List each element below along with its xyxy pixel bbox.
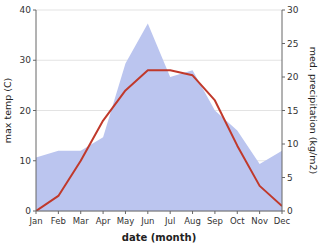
y2-tick xyxy=(282,110,285,111)
chart-container: 0 10 20 30 40 0 5 10 15 20 25 30 Jan Feb Mar Apr May Jun J… xyxy=(0,0,318,247)
y2-tick xyxy=(282,144,285,145)
y2-tick-label: 30 xyxy=(287,5,299,15)
x-tick-label: Jan xyxy=(28,216,42,226)
x-tick-label: Jun xyxy=(140,216,154,226)
x-tick xyxy=(259,211,260,214)
x-tick xyxy=(237,211,238,214)
y-tick xyxy=(33,160,36,161)
x-tick-label: Aug xyxy=(184,216,201,226)
plot-area xyxy=(36,23,282,211)
grid xyxy=(36,10,282,211)
chart-svg: 0 10 20 30 40 0 5 10 15 20 25 30 Jan Feb Mar Apr May Jun J… xyxy=(0,0,318,247)
x-tick xyxy=(103,211,104,214)
y2-tick-label: 15 xyxy=(287,106,298,116)
y-tick xyxy=(33,110,36,111)
y2-tick-label: 5 xyxy=(287,173,293,183)
x-axis-line xyxy=(36,211,282,212)
grid-line xyxy=(36,10,282,11)
temperature-line xyxy=(36,70,282,211)
x-tick xyxy=(214,211,215,214)
x-tick xyxy=(147,211,148,214)
grid-line xyxy=(36,211,282,212)
x-tick-label: Dec xyxy=(274,216,291,226)
y2-tick-label: 25 xyxy=(287,39,298,49)
y-axis-label: max temp (C) xyxy=(2,78,13,144)
y2-tick-label: 20 xyxy=(287,72,299,82)
x-tick xyxy=(36,211,37,214)
x-tick-label: Jul xyxy=(164,216,175,226)
axes: 0 10 20 30 40 0 5 10 15 20 25 30 Jan Feb Mar Apr May Jun J… xyxy=(20,5,299,226)
y-tick-label: 40 xyxy=(20,5,32,15)
x-tick-label: Feb xyxy=(51,216,66,226)
x-tick-label: May xyxy=(117,216,135,226)
x-tick xyxy=(125,211,126,214)
x-axis-label: date (month) xyxy=(122,232,196,243)
x-tick-label: Nov xyxy=(251,216,268,226)
y2-tick xyxy=(282,10,285,11)
y-tick-label: 10 xyxy=(20,156,32,166)
y2-tick xyxy=(282,43,285,44)
y-tick-label: 0 xyxy=(25,206,31,216)
y2-tick-label: 0 xyxy=(287,206,293,216)
precipitation-area xyxy=(36,23,282,211)
y-tick xyxy=(33,10,36,11)
y-tick-label: 20 xyxy=(20,106,32,116)
x-tick-label: Mar xyxy=(73,216,90,226)
x-tick xyxy=(80,211,81,214)
y2-tick-label: 10 xyxy=(287,139,299,149)
x-tick-label: Oct xyxy=(230,216,245,226)
y2-axis-label: med. precipitation (kg/m2) xyxy=(308,47,318,174)
x-tick xyxy=(58,211,59,214)
y-tick xyxy=(33,60,36,61)
x-tick xyxy=(282,211,283,214)
x-tick xyxy=(170,211,171,214)
y2-tick xyxy=(282,77,285,78)
y2-tick xyxy=(282,177,285,178)
x-tick xyxy=(192,211,193,214)
x-tick-label: Sep xyxy=(207,216,223,226)
y-tick-label: 30 xyxy=(20,55,32,65)
x-tick-label: Apr xyxy=(96,216,111,226)
